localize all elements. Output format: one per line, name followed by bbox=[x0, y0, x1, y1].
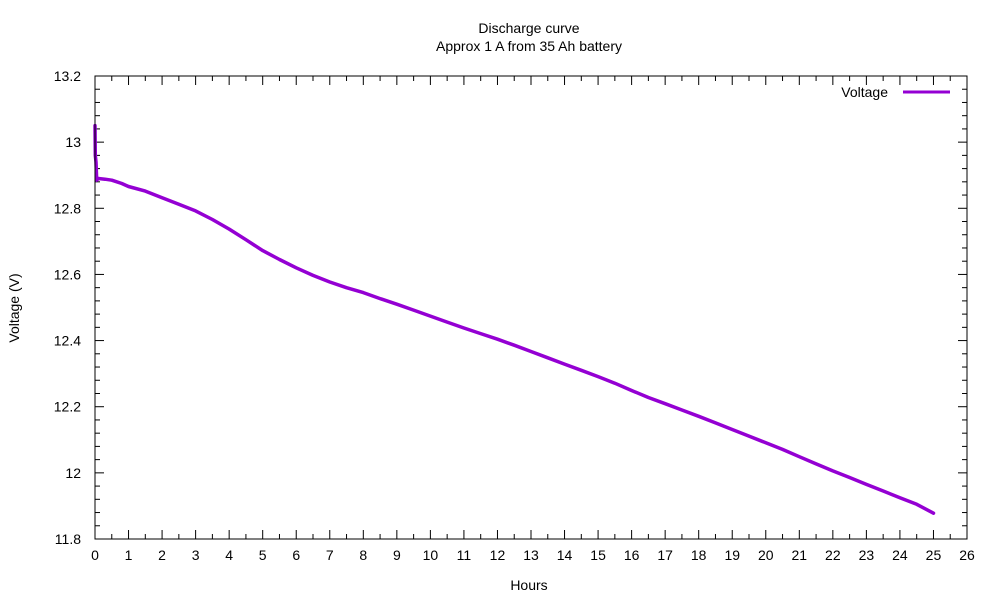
y-tick-label: 12 bbox=[65, 465, 81, 481]
chart-subtitle: Approx 1 A from 35 Ah battery bbox=[436, 38, 622, 54]
axis-ticks: 0 1 2 3 4 5 6 7 8 9 10 11 12 13 14 15 16 17 18 19 20 21 22 23 24… bbox=[54, 68, 975, 563]
y-tick-label: 12.8 bbox=[54, 200, 81, 216]
x-tick-label: 15 bbox=[590, 547, 606, 563]
x-tick-label: 22 bbox=[825, 547, 841, 563]
x-tick-label: 9 bbox=[393, 547, 401, 563]
y-axis-label: Voltage (V) bbox=[6, 273, 22, 342]
legend-label-voltage: Voltage bbox=[841, 84, 888, 100]
x-tick-label: 4 bbox=[225, 547, 233, 563]
x-tick-label: 24 bbox=[892, 547, 908, 563]
x-tick-label: 16 bbox=[624, 547, 640, 563]
x-tick-label: 6 bbox=[292, 547, 300, 563]
y-tick-label: 12.4 bbox=[54, 333, 81, 349]
x-tick-label: 14 bbox=[557, 547, 573, 563]
x-axis-label: Hours bbox=[510, 577, 547, 593]
y-tick-label: 11.8 bbox=[55, 531, 81, 547]
x-tick-label: 8 bbox=[359, 547, 367, 563]
x-tick-label: 2 bbox=[158, 547, 166, 563]
x-tick-label: 3 bbox=[192, 547, 200, 563]
plot-border bbox=[94, 75, 968, 540]
x-tick-label: 12 bbox=[490, 547, 506, 563]
legend: Voltage bbox=[841, 84, 950, 100]
x-tick-label: 5 bbox=[259, 547, 267, 563]
x-tick-label: 11 bbox=[457, 547, 472, 563]
x-tick-label: 19 bbox=[724, 547, 740, 563]
x-tick-label: 26 bbox=[959, 547, 975, 563]
x-tick-label: 23 bbox=[859, 547, 875, 563]
series-layer bbox=[93, 123, 936, 515]
chart-title: Discharge curve bbox=[478, 20, 579, 36]
x-tick-label: 25 bbox=[926, 547, 942, 563]
x-tick-label: 7 bbox=[326, 547, 334, 563]
x-tick-label: 1 bbox=[125, 547, 133, 563]
y-tick-label: 12.6 bbox=[54, 266, 81, 282]
x-tick-label: 0 bbox=[91, 547, 99, 563]
y-tick-label: 13 bbox=[65, 134, 81, 150]
x-tick-label: 10 bbox=[423, 547, 439, 563]
x-tick-label: 18 bbox=[691, 547, 707, 563]
y-tick-label: 13.2 bbox=[54, 68, 81, 84]
x-tick-label: 13 bbox=[523, 547, 539, 563]
y-tick-label: 12.2 bbox=[54, 399, 81, 415]
series-line-voltage bbox=[93, 123, 936, 515]
x-tick-label: 17 bbox=[657, 547, 673, 563]
x-tick-label: 21 bbox=[792, 547, 808, 563]
x-tick-label: 20 bbox=[758, 547, 774, 563]
